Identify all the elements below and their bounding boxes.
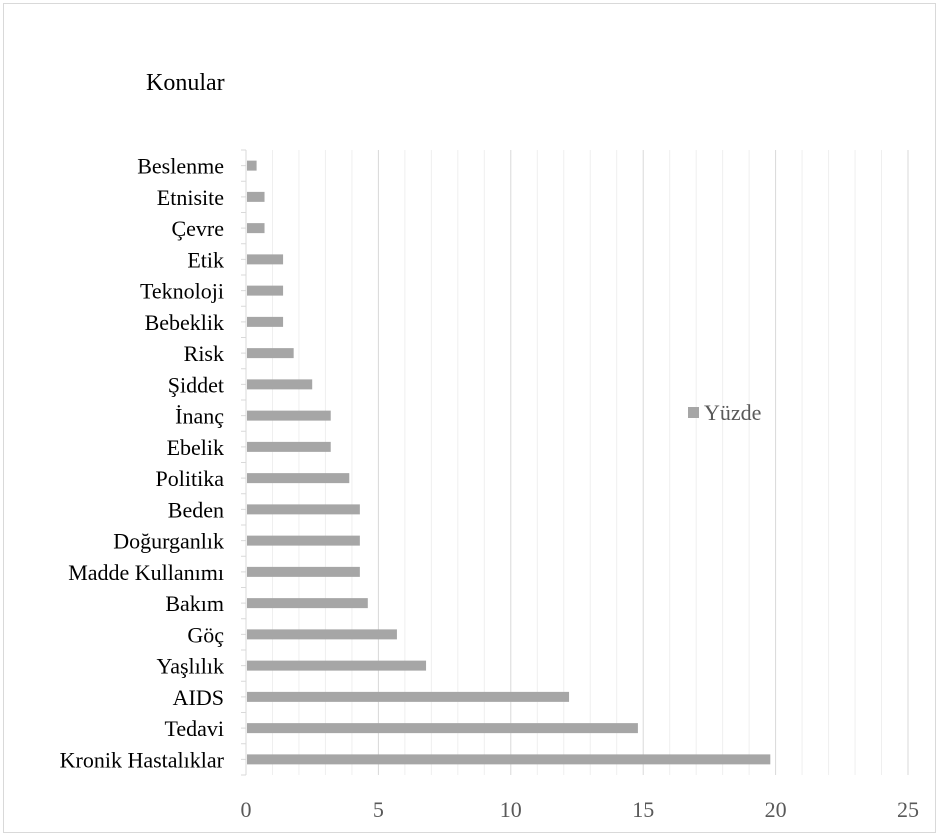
category-label: Bebeklik: [145, 310, 224, 335]
category-label: Bakım: [165, 591, 224, 616]
x-tick-label: 20: [765, 797, 787, 822]
category-label: Kronik Hastalıklar: [60, 747, 225, 772]
bar: [247, 598, 368, 609]
category-label: Beslenme: [137, 154, 224, 179]
x-tick-label: 5: [373, 797, 384, 822]
bar: [247, 629, 397, 640]
category-label: Şiddet: [168, 372, 224, 397]
bar: [247, 754, 771, 765]
bar: [247, 160, 257, 171]
category-label: Doğurganlık: [113, 529, 224, 554]
x-tick-label: 10: [500, 797, 522, 822]
category-label: Etik: [187, 247, 224, 272]
category-label: Beden: [168, 497, 224, 522]
category-label: Madde Kullanımı: [68, 560, 224, 585]
category-label: Çevre: [171, 216, 224, 241]
category-label: Politika: [156, 466, 225, 491]
category-label: Teknoloji: [140, 279, 224, 304]
bar: [247, 348, 294, 359]
legend-swatch: [688, 407, 699, 418]
bar: [247, 566, 360, 577]
bar: [247, 535, 360, 546]
bar: [247, 285, 284, 296]
bar: [247, 441, 331, 452]
bar: [247, 316, 284, 327]
x-tick-label: 25: [897, 797, 919, 822]
bar: [247, 223, 265, 234]
chart-title: Konular: [146, 70, 225, 96]
category-label: Yaşlılık: [157, 654, 224, 679]
bar: [247, 660, 427, 671]
category-label: Göç: [187, 622, 224, 647]
category-label: Risk: [184, 341, 224, 366]
category-label: Tedavi: [164, 716, 224, 741]
bar: [247, 191, 265, 202]
bar: [247, 691, 570, 702]
category-label: Etnisite: [157, 185, 224, 210]
bar: [247, 473, 350, 484]
category-label: İnanç: [175, 404, 224, 429]
legend-label: Yüzde: [704, 400, 761, 425]
bar: [247, 379, 313, 390]
bar: [247, 723, 638, 734]
x-tick-label: 15: [632, 797, 654, 822]
category-label: Ebelik: [167, 435, 224, 460]
bar: [247, 410, 331, 421]
bar: [247, 254, 284, 265]
category-label: AIDS: [173, 685, 224, 710]
bar: [247, 504, 360, 515]
x-tick-label: 0: [241, 797, 252, 822]
